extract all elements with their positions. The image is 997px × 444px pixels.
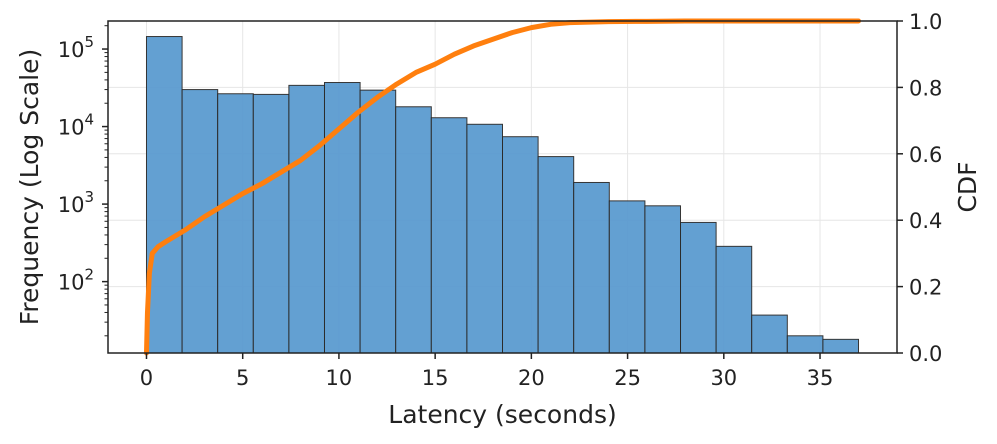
histogram-bar <box>822 338 860 354</box>
histogram-bar <box>145 36 183 354</box>
histogram-bar <box>573 181 610 354</box>
x-tick-label: 10 <box>326 366 353 390</box>
x-tick-label: 0 <box>140 366 153 390</box>
right-y-axis-title: CDF <box>953 161 982 212</box>
histogram-bar <box>608 200 646 354</box>
histogram-bar <box>217 93 254 354</box>
histogram-bar <box>288 84 325 354</box>
x-tick-label: 5 <box>236 366 249 390</box>
left-y-axis-title: Frequency (Log Scale) <box>15 49 44 325</box>
cdf-line <box>143 18 862 356</box>
x-tick-label: 35 <box>807 366 834 390</box>
right-y-tick-label: 0.8 <box>909 76 942 100</box>
x-tick-label: 25 <box>614 366 641 390</box>
histogram-bar <box>252 93 290 354</box>
histogram-bar <box>751 314 788 354</box>
x-tick-label: 30 <box>710 366 737 390</box>
x-tick-label: 20 <box>518 366 545 390</box>
histogram-bar <box>644 205 682 354</box>
x-axis-title: Latency (seconds) <box>388 400 616 429</box>
plot-frame <box>107 20 898 354</box>
right-y-tick-label: 0.0 <box>909 342 942 366</box>
histogram-bar <box>715 245 753 354</box>
histogram-bar <box>502 136 539 354</box>
left-y-tick-label: 102 <box>58 266 94 295</box>
right-y-tick-label: 0.6 <box>909 143 942 167</box>
right-y-tick-label: 0.2 <box>909 276 942 300</box>
histogram-bars <box>145 36 860 354</box>
histogram-bar <box>680 221 717 354</box>
left-y-tick-label: 103 <box>58 188 94 217</box>
cdf-series <box>143 18 862 356</box>
histogram-bar <box>430 117 468 354</box>
right-y-tick-label: 1.0 <box>909 10 942 34</box>
histogram-bar <box>395 106 432 354</box>
left-y-tick-label: 104 <box>58 111 94 140</box>
histogram-bar <box>466 123 503 354</box>
right-y-axis: 0.0 0.2 0.4 0.6 0.8 1.0 <box>897 10 942 366</box>
x-tick-label: 15 <box>422 366 449 390</box>
x-axis: 0 5 10 15 20 25 30 35 <box>140 353 834 390</box>
histogram-bar <box>537 156 575 354</box>
left-y-axis: 102 103 104 105 <box>58 25 108 337</box>
histogram-bar <box>786 335 824 354</box>
histogram-bar <box>359 89 397 354</box>
right-y-tick-label: 0.4 <box>909 209 942 233</box>
left-y-tick-label: 105 <box>58 33 94 62</box>
